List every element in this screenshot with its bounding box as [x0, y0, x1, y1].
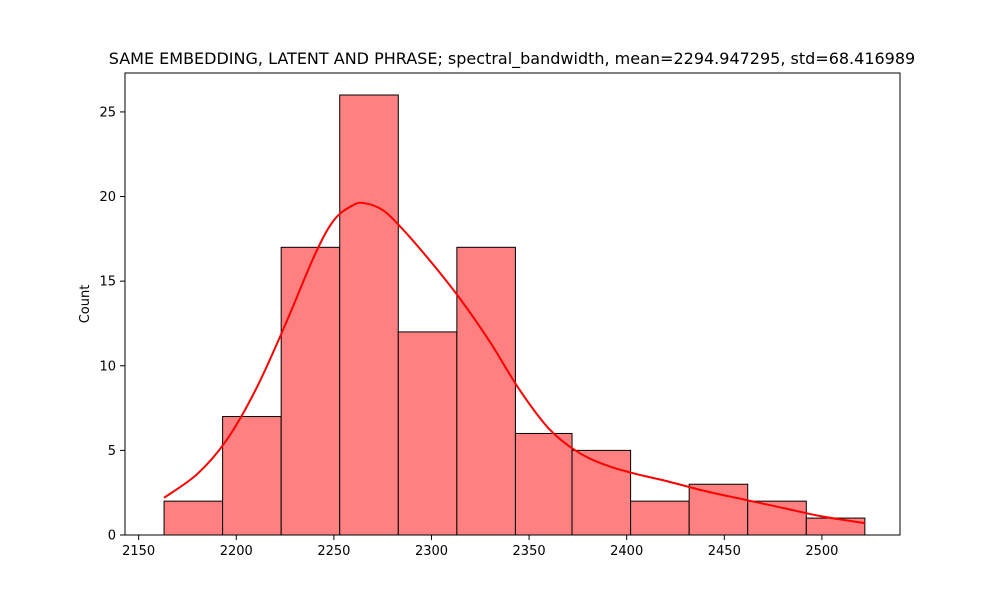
y-axis-label: Count — [78, 285, 93, 324]
x-tick-label: 2500 — [805, 544, 838, 559]
y-tick-label: 25 — [99, 105, 116, 120]
x-tick-label: 2400 — [610, 544, 643, 559]
histogram-bar-1 — [163, 500, 224, 536]
histogram-bars — [163, 94, 866, 536]
histogram-bar-10 — [688, 483, 749, 536]
histogram-bar-5 — [397, 331, 458, 536]
histogram-bar-2 — [222, 416, 282, 536]
histogram-bar-4 — [339, 94, 399, 536]
histogram-bar-12 — [805, 517, 866, 536]
plot-frame — [124, 72, 901, 536]
x-tick-label: 2150 — [122, 544, 155, 559]
histogram-bar-3 — [280, 246, 341, 536]
y-tick-label: 20 — [99, 190, 116, 205]
y-tick-label: 0 — [108, 529, 116, 544]
x-tick-label: 2350 — [513, 544, 546, 559]
y-axis-ticks: 0 5 10 15 20 25 — [99, 105, 125, 544]
x-tick-label: 2250 — [317, 544, 350, 559]
x-axis-ticks: 2150 2200 2250 2300 2350 2400 2450 2500 — [122, 535, 838, 559]
histogram-bar-6 — [456, 246, 516, 536]
chart-title: SAME EMBEDDING, LATENT AND PHRASE; spect… — [109, 49, 915, 69]
histogram-bar-7 — [514, 432, 573, 536]
y-tick-label: 15 — [99, 275, 116, 290]
y-tick-label: 10 — [99, 359, 116, 374]
histogram-bar-8 — [571, 449, 632, 536]
histogram-bar-9 — [630, 500, 690, 536]
kde-curve — [163, 201, 866, 525]
x-tick-label: 2200 — [220, 544, 253, 559]
y-tick-label: 5 — [108, 444, 116, 459]
x-tick-label: 2450 — [708, 544, 741, 559]
x-tick-label: 2300 — [415, 544, 448, 559]
